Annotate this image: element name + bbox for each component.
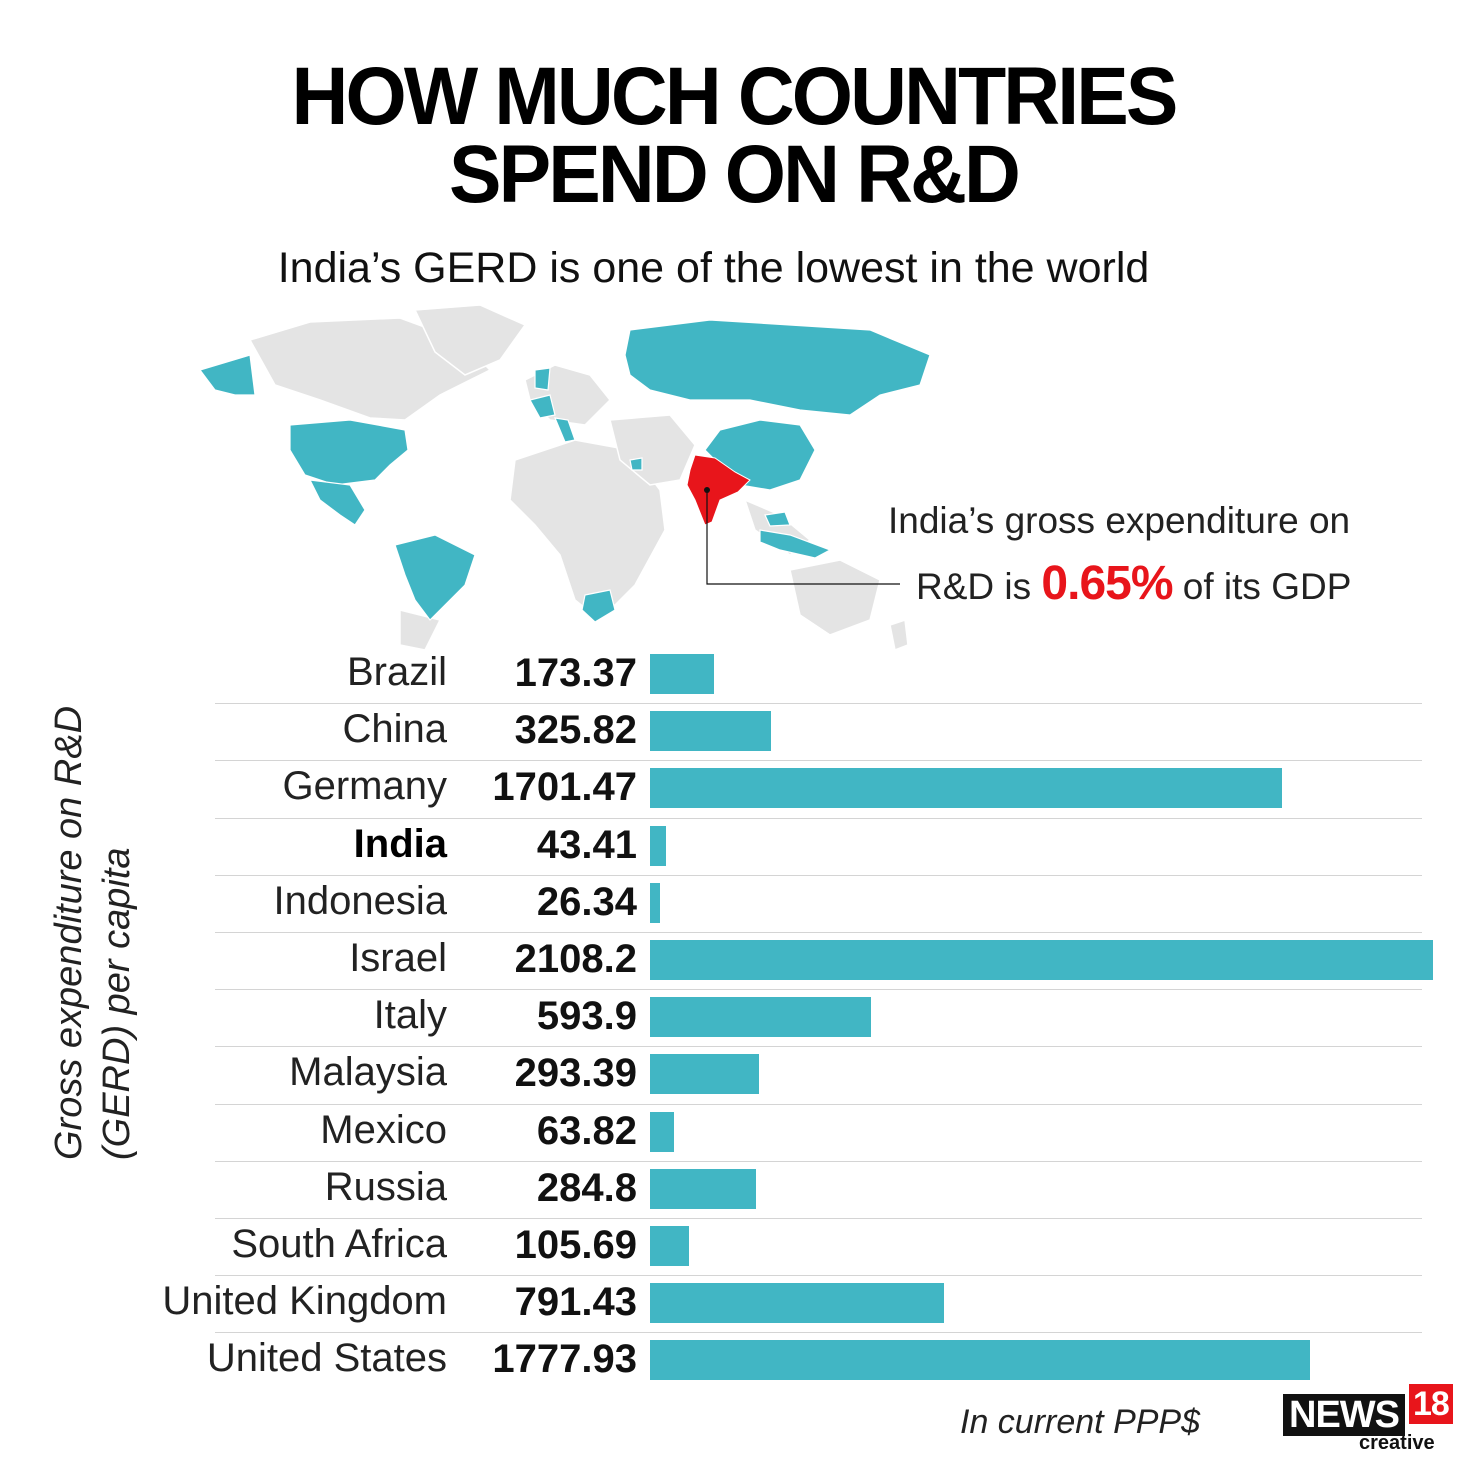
chart-row: Russia 284.8 <box>215 1160 1422 1218</box>
value-label: 293.39 <box>514 1051 637 1096</box>
row-separator <box>215 1332 1422 1334</box>
logo-news: NEWS <box>1283 1394 1405 1436</box>
row-separator <box>215 932 1422 933</box>
category-label: Italy <box>373 993 447 1038</box>
logo-18: 18 <box>1409 1384 1453 1424</box>
bar <box>650 940 1433 980</box>
chart-row: China 325.82 <box>215 703 1422 760</box>
gdp-percentage: 0.65% <box>1041 557 1173 610</box>
alaska <box>199 354 256 396</box>
bar <box>650 1111 674 1152</box>
callout-leader-line <box>706 490 900 585</box>
australia <box>789 559 881 636</box>
value-label: 173.37 <box>514 651 637 695</box>
category-label: Indonesia <box>273 878 447 923</box>
chart-row: Mexico 63.82 <box>215 1103 1422 1161</box>
bar <box>650 1340 1310 1381</box>
value-label: 325.82 <box>514 708 637 753</box>
chart-row: Germany 1701.47 <box>215 760 1422 817</box>
chart-row: South Africa 105.69 <box>215 1218 1422 1275</box>
india-shape <box>686 454 751 526</box>
title-line-1: HOW MUCH COUNTRIES <box>291 51 1178 142</box>
bar <box>650 654 714 694</box>
news18-logo: NEWS 18 creative <box>1283 1382 1453 1454</box>
value-label: 26.34 <box>536 879 637 924</box>
value-label: 284.8 <box>536 1165 637 1210</box>
chart-row: Italy 593.9 <box>215 989 1422 1046</box>
chart-row: Indonesia 26.34 <box>215 874 1422 932</box>
indonesia <box>759 529 832 559</box>
bar <box>650 1168 756 1209</box>
callout-prefix: R&D is <box>916 566 1032 607</box>
row-separator <box>215 1275 1422 1277</box>
value-label: 593.9 <box>536 994 637 1039</box>
bar <box>650 882 660 923</box>
germany <box>529 394 556 419</box>
category-label: China <box>342 707 447 752</box>
chart-row: United States 1777.93 <box>207 1332 1422 1389</box>
value-label: 791.43 <box>514 1280 637 1325</box>
unit-note: In current PPP$ <box>960 1403 1201 1441</box>
callout-line-1: India’s gross expenditure on <box>888 500 1351 541</box>
north-america-north <box>248 317 492 421</box>
category-label: Malaysia <box>289 1050 447 1095</box>
israel <box>629 457 643 471</box>
chart-row: Malaysia 293.39 <box>215 1046 1422 1103</box>
bar <box>650 1054 759 1095</box>
title-line-2: SPEND ON R&D <box>448 129 1021 220</box>
callout-line-2: R&D is 0.65% of its GDP <box>916 556 1351 611</box>
category-label: United Kingdom <box>162 1279 447 1324</box>
row-separator <box>215 1103 1422 1105</box>
malaysia <box>764 511 791 527</box>
bar <box>650 825 666 866</box>
united-kingdom <box>534 367 551 391</box>
chart-row: Israel 2108.2 <box>215 932 1433 989</box>
subtitle: India’s GERD is one of the lowest in the… <box>277 244 1150 292</box>
bar <box>650 1226 689 1266</box>
row-separator <box>215 760 1422 762</box>
usa <box>289 419 409 486</box>
row-separator <box>215 817 1422 819</box>
category-label: United States <box>206 1336 447 1381</box>
category-label: Brazil <box>346 650 447 694</box>
value-label: 63.82 <box>536 1108 637 1153</box>
page-title: HOW MUCH COUNTRIES SPEND ON R&D <box>0 51 1467 220</box>
chart-row: India 43.41 <box>215 817 1422 875</box>
bar <box>650 768 1282 809</box>
row-separator <box>215 874 1422 876</box>
category-label: South Africa <box>231 1222 447 1266</box>
row-separator <box>215 1218 1422 1219</box>
new-zealand <box>889 618 909 652</box>
category-label: India <box>353 821 447 866</box>
south-africa <box>581 589 616 623</box>
value-label: 2108.2 <box>514 937 637 981</box>
value-label: 1701.47 <box>492 765 637 810</box>
mexico <box>308 479 366 526</box>
chart-row: Brazil 173.37 <box>215 646 1422 703</box>
category-label: Russia <box>324 1164 447 1209</box>
row-separator <box>215 703 1422 705</box>
bar <box>650 997 871 1038</box>
row-separator <box>215 1160 1422 1162</box>
row-separator <box>215 989 1422 991</box>
brazil <box>394 534 476 621</box>
world-map <box>199 304 931 652</box>
bar <box>650 711 771 752</box>
greenland <box>413 304 527 376</box>
category-label: Germany <box>282 764 448 809</box>
category-label: Mexico <box>320 1107 447 1152</box>
italy <box>554 417 576 443</box>
value-label: 105.69 <box>514 1223 637 1267</box>
row-separator <box>215 1046 1422 1048</box>
bar <box>650 1283 944 1324</box>
russia <box>624 319 931 416</box>
callout-suffix: of its GDP <box>1182 566 1352 607</box>
category-label: Israel <box>349 936 447 980</box>
value-label: 1777.93 <box>492 1337 637 1382</box>
value-label: 43.41 <box>536 822 637 867</box>
chart-row: United Kingdom 791.43 <box>162 1275 1422 1332</box>
logo-creative: creative <box>1359 1432 1435 1454</box>
